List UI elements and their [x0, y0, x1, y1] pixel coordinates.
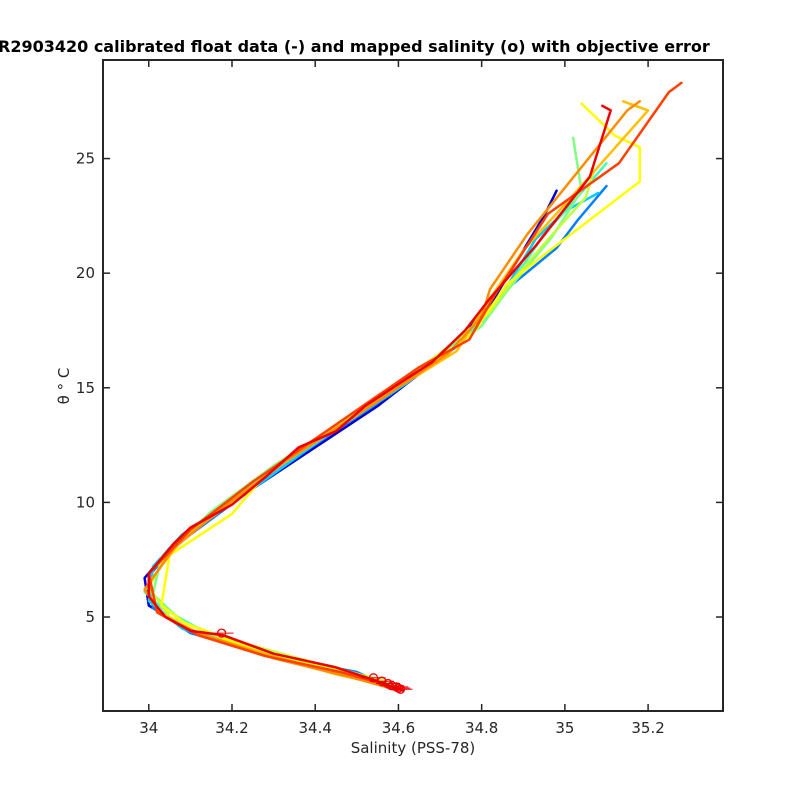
y-tick-label-4: 20: [76, 264, 95, 282]
profile-line-11: [147, 104, 612, 692]
axis-ticks: 34 34.2 34.4 34.6 34.8 35 35.2 5 10 15 20 25: [76, 60, 723, 737]
profile-line-8: [147, 100, 650, 690]
profile-line-10: [147, 81, 683, 690]
profile-line-4: [143, 161, 608, 688]
profile-line-1: [143, 189, 558, 692]
y-tick-label-2: 10: [76, 493, 95, 511]
mapped-salinity-markers: [209, 628, 413, 694]
x-tick-label-3: 34.4: [299, 719, 332, 737]
x-tick-label-5: 34.8: [465, 719, 498, 737]
plot-frame: [102, 59, 724, 712]
x-tick-label-2: 34.2: [215, 719, 248, 737]
y-axis-label: θ ° C: [55, 368, 73, 405]
x-tick-label-1: 34: [139, 719, 158, 737]
profile-line-7: [160, 102, 642, 688]
series-layer: [143, 81, 683, 692]
x-axis-label: Salinity (PSS-78): [351, 739, 476, 757]
x-tick-label-4: 34.6: [382, 719, 415, 737]
profile-line-3: [147, 191, 600, 690]
profile-line-2: [147, 184, 608, 692]
x-tick-label-6: 35: [555, 719, 574, 737]
chart-title: R2903420 calibrated float data (-) and m…: [0, 37, 710, 56]
y-tick-label-1: 5: [85, 608, 95, 626]
y-tick-label-5: 25: [76, 150, 95, 168]
x-tick-label-7: 35.2: [631, 719, 664, 737]
y-tick-label-3: 15: [76, 379, 95, 397]
